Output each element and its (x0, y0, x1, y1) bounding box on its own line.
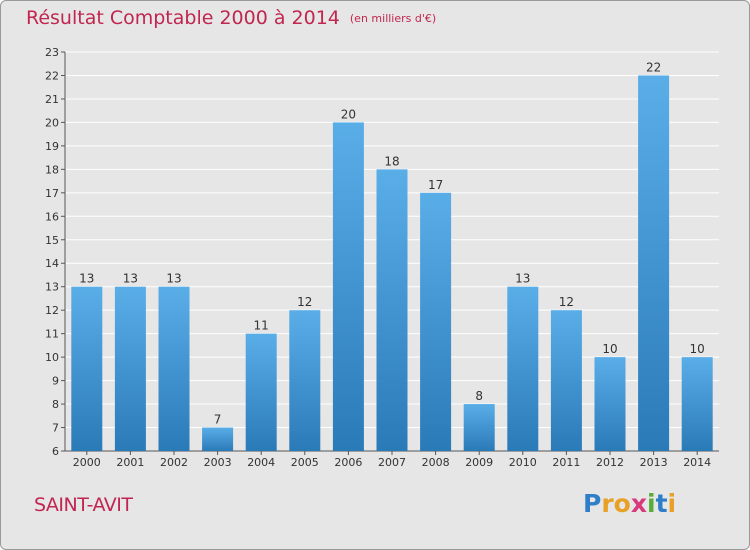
y-tick-label: 18 (45, 163, 59, 176)
y-tick-label: 20 (45, 116, 59, 129)
data-label-2009: 8 (475, 389, 483, 403)
x-tick-label: 2008 (422, 456, 450, 469)
bar-2000 (71, 286, 103, 451)
data-label-2012: 10 (602, 342, 617, 356)
y-tick-label: 9 (52, 375, 59, 388)
data-label-2011: 12 (559, 295, 574, 309)
bar-2008 (420, 192, 452, 451)
x-tick-label: 2013 (640, 456, 668, 469)
bar-2007 (376, 169, 408, 451)
y-tick-label: 22 (45, 69, 59, 82)
y-tick-label: 10 (45, 351, 59, 364)
data-label-2010: 13 (515, 272, 530, 286)
bar-layer (71, 75, 713, 452)
logo-letter: o (613, 489, 631, 518)
data-label-2002: 13 (166, 272, 181, 286)
y-tick-label: 12 (45, 304, 59, 317)
data-label-2013: 22 (646, 60, 661, 74)
logo-letter: P (583, 489, 602, 518)
data-label-2001: 13 (123, 272, 138, 286)
bar-2009 (463, 404, 495, 451)
bar-2004 (245, 333, 277, 451)
chart-title: Résultat Comptable 2000 à 2014 (en millie… (26, 7, 436, 29)
bar-2005 (289, 310, 321, 451)
x-tick-label: 2004 (247, 456, 275, 469)
x-tick-label: 2000 (73, 456, 101, 469)
y-tick-label: 8 (52, 398, 59, 411)
y-tick-label: 7 (52, 422, 59, 435)
label-layer: 2000 13 2001 13 2002 13 2003 7 2004 11 2005 12 2006 2… (73, 60, 711, 469)
x-tick-label: 2014 (683, 456, 711, 469)
data-label-2007: 18 (384, 154, 399, 168)
y-tick-label: 16 (45, 210, 59, 223)
x-tick-label: 2005 (291, 456, 319, 469)
x-tick-label: 2010 (509, 456, 537, 469)
x-tick-label: 2012 (596, 456, 624, 469)
x-tick-label: 2003 (204, 456, 232, 469)
data-label-2003: 7 (214, 413, 222, 427)
title-text: Résultat Comptable 2000 à 2014 (26, 7, 340, 29)
data-label-2014: 10 (690, 342, 705, 356)
data-label-2005: 12 (297, 295, 312, 309)
bar-2002 (158, 286, 190, 451)
commune-name: SAINT-AVIT (34, 494, 133, 516)
x-tick-label: 2011 (552, 456, 580, 469)
y-tick-label: 23 (45, 46, 59, 59)
logo-letter: r (601, 489, 614, 518)
bar-2001 (114, 286, 146, 451)
axis-layer: 6 7 8 9 10 11 12 13 14 15 16 17 18 19 20 21 22 23 (45, 46, 719, 458)
proxiti-logo: Proxiti (583, 489, 676, 518)
x-tick-label: 2002 (160, 456, 188, 469)
y-tick-label: 6 (52, 445, 59, 458)
bar-2006 (332, 122, 364, 451)
logo-letter: i (667, 489, 677, 518)
bar-2012 (594, 357, 626, 451)
bar-2013 (638, 75, 670, 452)
title-unit: (en milliers d'€) (349, 12, 437, 25)
data-label-2004: 11 (254, 319, 269, 333)
logo-letter: x (630, 489, 647, 518)
data-label-2008: 17 (428, 178, 443, 192)
logo-letter: i (647, 489, 656, 518)
x-tick-label: 2001 (116, 456, 144, 469)
data-label-2000: 13 (79, 272, 94, 286)
data-label-2006: 20 (341, 107, 356, 121)
x-tick-label: 2006 (334, 456, 362, 469)
y-tick-label: 13 (45, 281, 59, 294)
x-tick-label: 2009 (465, 456, 493, 469)
y-tick-label: 19 (45, 140, 59, 153)
y-tick-label: 14 (45, 257, 59, 270)
y-tick-label: 17 (45, 187, 59, 200)
bar-2003 (202, 427, 234, 451)
y-tick-label: 11 (45, 328, 59, 341)
y-tick-label: 15 (45, 234, 59, 247)
bar-2011 (550, 310, 582, 451)
bar-2014 (681, 357, 713, 451)
logo-letter: t (655, 489, 668, 518)
y-tick-label: 21 (45, 93, 59, 106)
bar-2010 (507, 286, 539, 451)
x-tick-label: 2007 (378, 456, 406, 469)
